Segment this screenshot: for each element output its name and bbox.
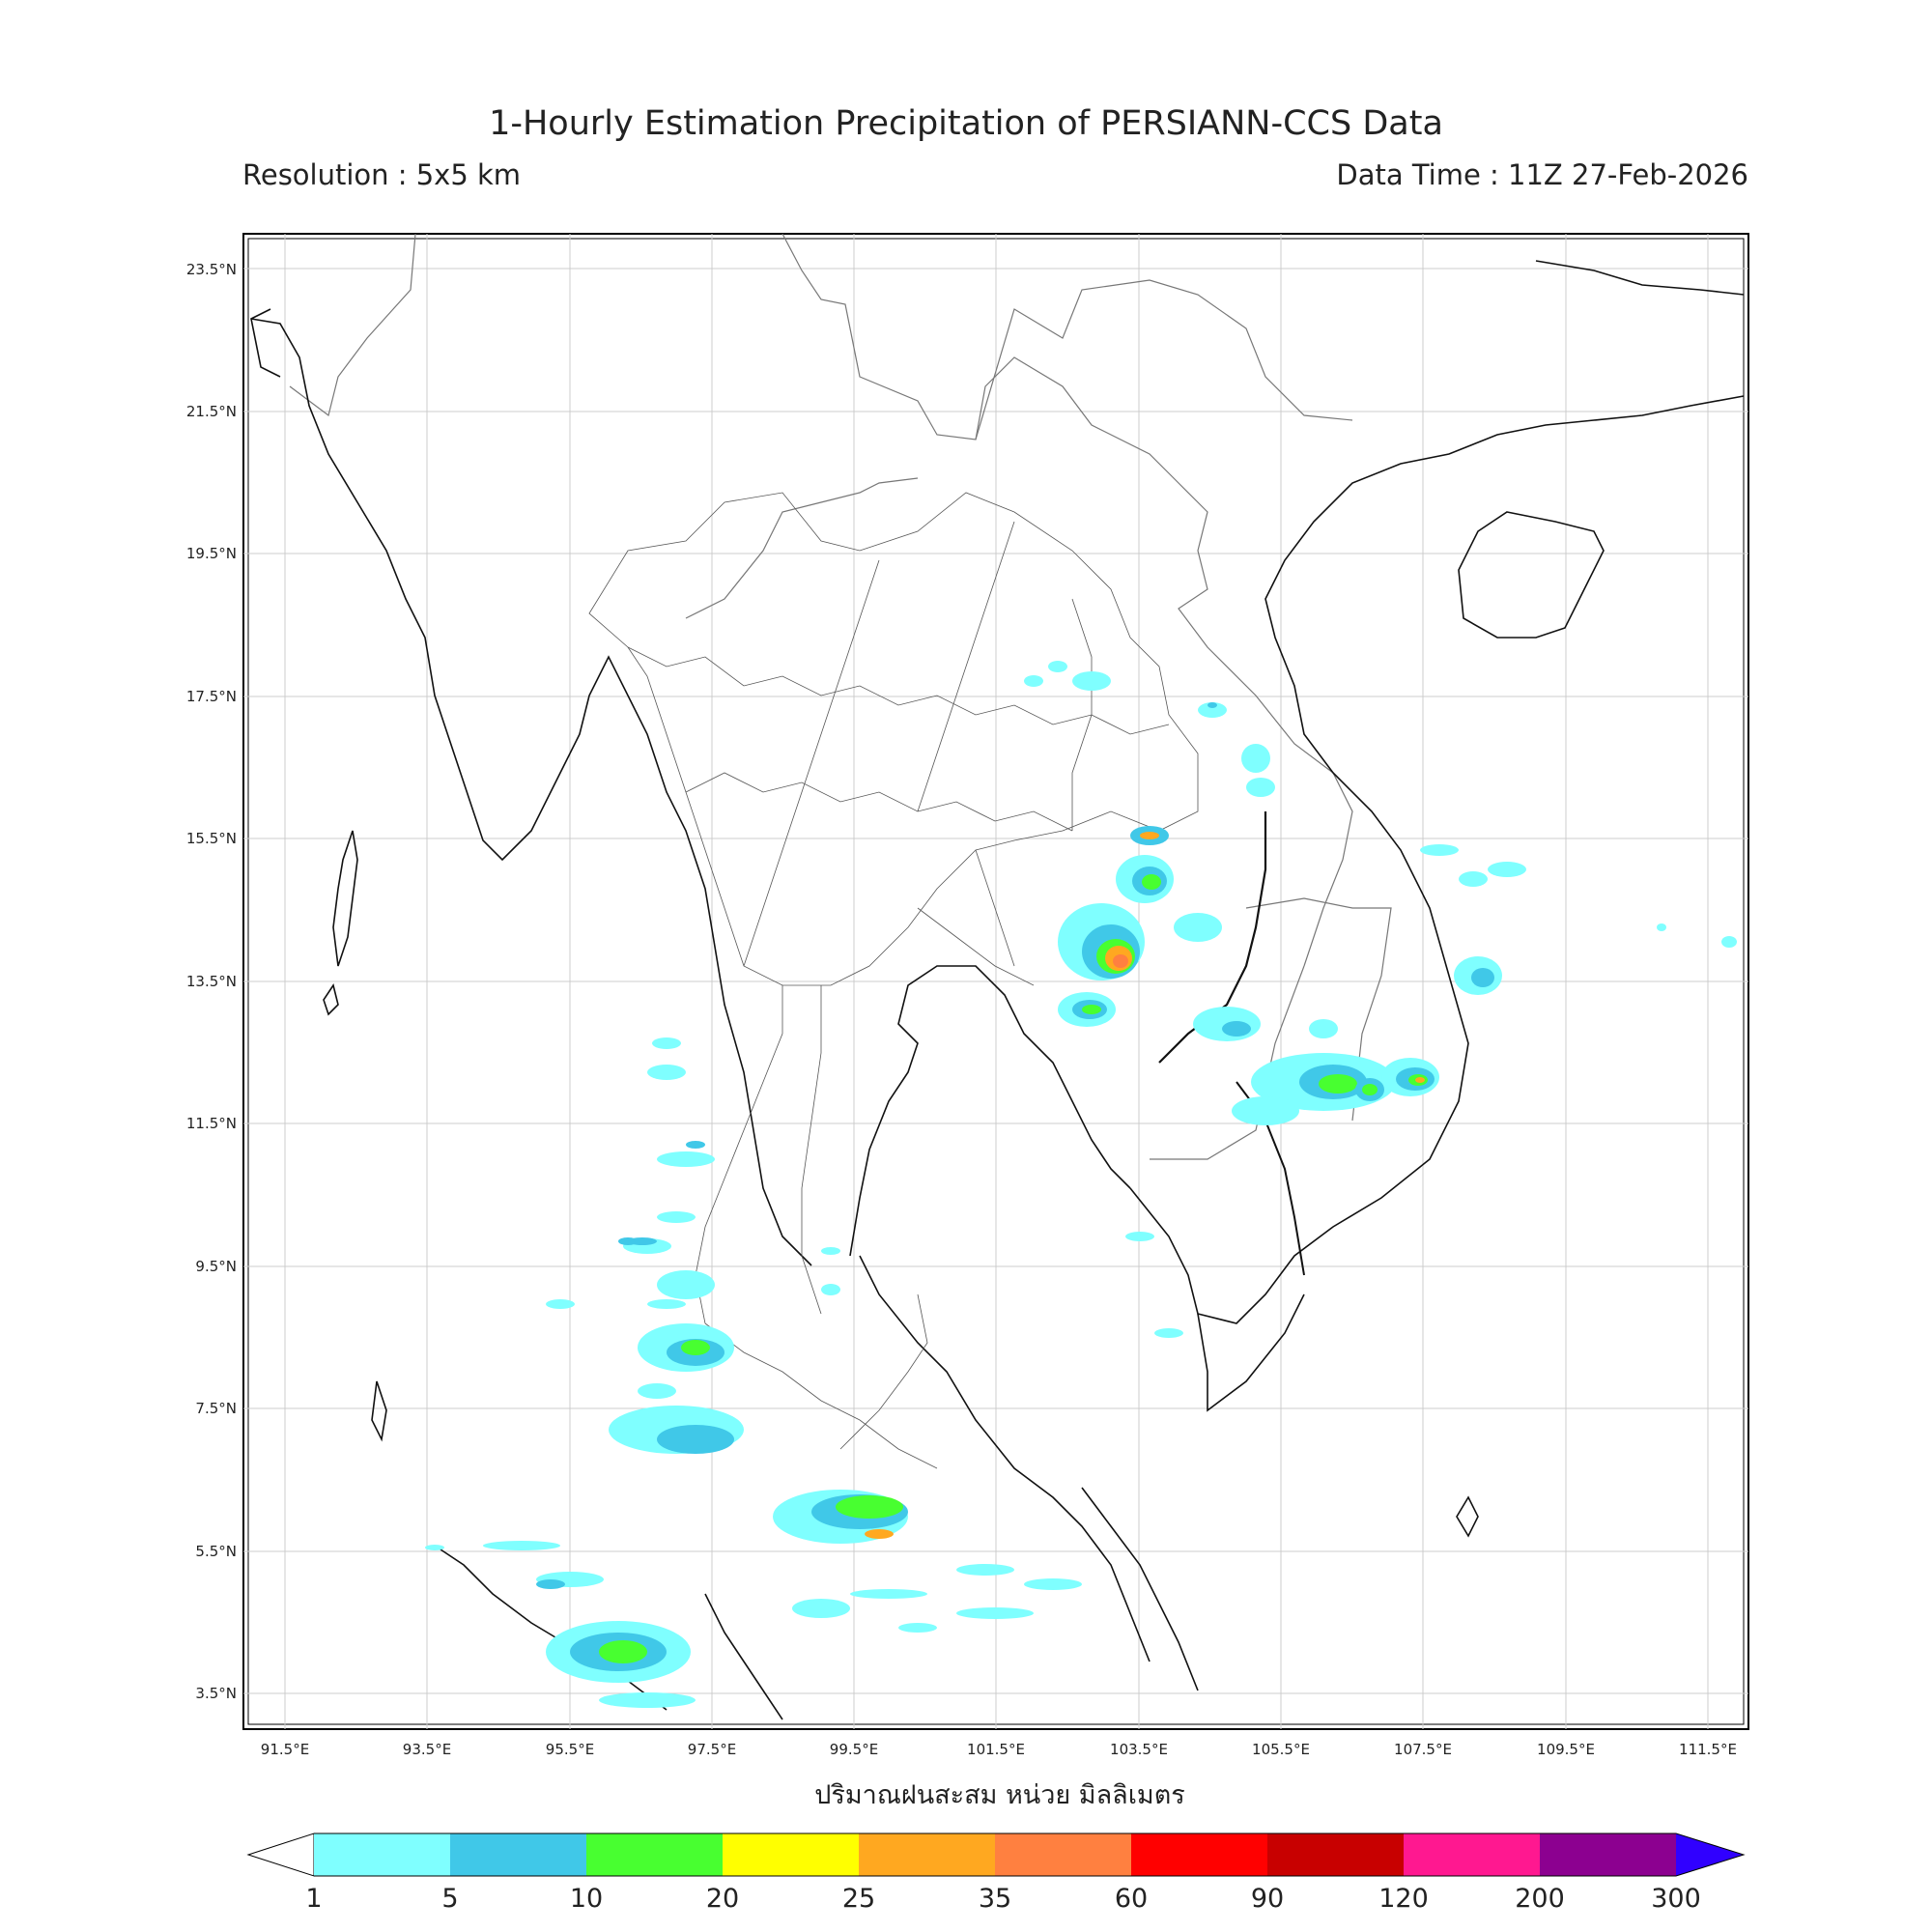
colorbar-tick-label: 5 (441, 1884, 459, 1914)
colorbar-segment (859, 1833, 995, 1876)
lat-label: 11.5°N (185, 1115, 237, 1132)
graticule (243, 234, 1748, 1729)
lon-label: 111.5°E (1679, 1741, 1737, 1758)
colorbar-tick-label: 300 (1651, 1884, 1701, 1914)
colorbar-tick-label: 25 (841, 1884, 876, 1914)
colorbar-tick-label: 120 (1378, 1884, 1429, 1914)
lat-label: 9.5°N (195, 1258, 237, 1275)
lat-label: 5.5°N (195, 1543, 237, 1560)
lon-label: 101.5°E (967, 1741, 1025, 1758)
lon-label: 95.5°E (545, 1741, 595, 1758)
colorbar-segment (1267, 1833, 1404, 1876)
data-time-label: Data Time : 11Z 27-Feb-2026 (1336, 158, 1748, 191)
colorbar-segment (995, 1833, 1131, 1876)
lat-label: 7.5°N (195, 1400, 237, 1417)
province-borders (588, 492, 1199, 1469)
lat-label: 15.5°N (185, 830, 237, 847)
colorbar-segment (1540, 1833, 1676, 1876)
colorbar-extend-low (246, 1833, 315, 1877)
colorbar-tick-label: 1 (305, 1884, 323, 1914)
lon-label: 97.5°E (687, 1741, 737, 1758)
lon-label: 91.5°E (260, 1741, 310, 1758)
colorbar-tick-label: 35 (978, 1884, 1012, 1914)
colorbar-segment (723, 1833, 859, 1876)
colorbar-extend-high (1676, 1833, 1744, 1876)
country-borders (289, 233, 1392, 1160)
precipitation-patches (425, 661, 1737, 1708)
lat-label: 17.5°N (185, 688, 237, 705)
colorbar-tick-label: 20 (705, 1884, 740, 1914)
lon-label: 109.5°E (1537, 1741, 1595, 1758)
unit-label: ปริมาณฝนสะสม หน่วย มิลลิเมตร (814, 1780, 1185, 1810)
colorbar-segment (314, 1833, 450, 1876)
lon-label: 93.5°E (402, 1741, 452, 1758)
map-title: 1-Hourly Estimation Precipitation of PER… (489, 104, 1443, 143)
resolution-label: Resolution : 5x5 km (242, 158, 522, 191)
colorbar (246, 1831, 1753, 1898)
colorbar-segment (586, 1833, 723, 1876)
lat-label: 23.5°N (185, 261, 237, 278)
colorbar-graphic (246, 1833, 1746, 1877)
colorbar-tick-label: 90 (1250, 1884, 1285, 1914)
lon-label: 105.5°E (1252, 1741, 1310, 1758)
colorbar-tick-label: 200 (1515, 1884, 1565, 1914)
lat-label: 13.5°N (185, 973, 237, 990)
precipitation-map[interactable] (242, 232, 1750, 1731)
lat-label: 19.5°N (185, 545, 237, 562)
lon-label: 107.5°E (1394, 1741, 1452, 1758)
lat-label: 3.5°N (195, 1685, 237, 1702)
lon-label: 99.5°E (829, 1741, 879, 1758)
map-canvas (242, 233, 1749, 1730)
lon-label: 103.5°E (1110, 1741, 1168, 1758)
colorbar-segment (1131, 1833, 1267, 1876)
colorbar-segment (1404, 1833, 1540, 1876)
colorbar-segment (450, 1833, 586, 1876)
colorbar-tick-label: 10 (569, 1884, 604, 1914)
coastlines (250, 260, 1745, 1720)
lat-label: 21.5°N (185, 403, 237, 420)
colorbar-tick-label: 60 (1114, 1884, 1149, 1914)
